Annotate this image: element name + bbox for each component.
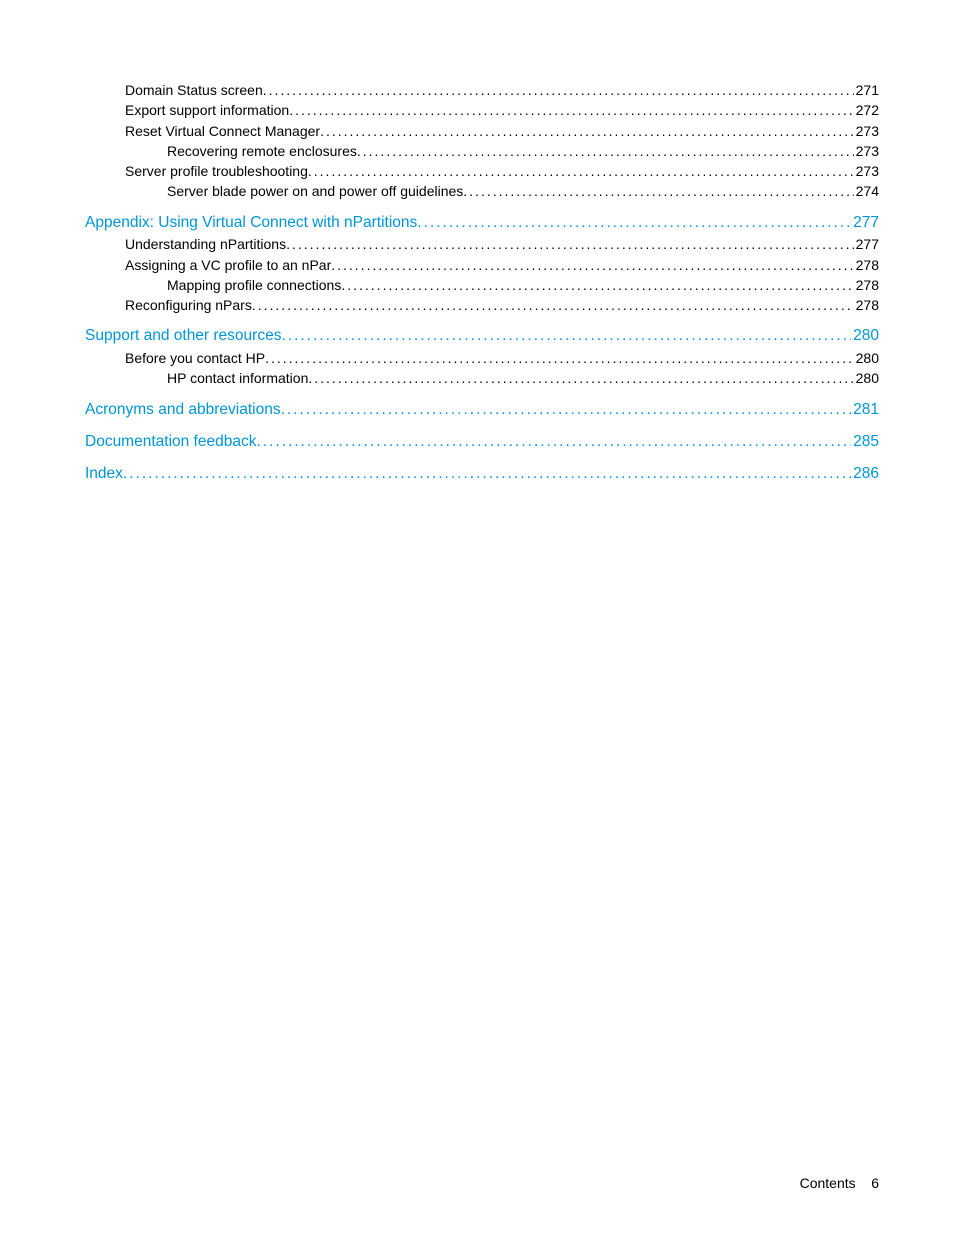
toc-entry: Domain Status screen 271	[125, 80, 879, 100]
toc-leader-dots	[265, 348, 854, 368]
toc-leader-dots	[289, 100, 853, 120]
toc-entry: Recovering remote enclosures 273	[167, 141, 879, 161]
section-gap	[85, 453, 879, 463]
toc-entry-link[interactable]: Index 286	[85, 463, 879, 485]
toc-entry: Assigning a VC profile to an nPar 278	[125, 255, 879, 275]
section-gap	[85, 389, 879, 399]
toc-entry-title: Documentation feedback	[85, 431, 256, 453]
toc-entry-page: 271	[854, 80, 879, 100]
toc-entry-title: Support and other resources	[85, 325, 281, 347]
toc-entry: Before you contact HP 280	[125, 348, 879, 368]
toc-leader-dots	[256, 431, 851, 453]
toc-leader-dots	[463, 181, 853, 201]
toc-entry-link[interactable]: Documentation feedback 285	[85, 431, 879, 453]
toc-leader-dots	[308, 368, 853, 388]
toc-entry-title: Reconfiguring nPars	[125, 295, 252, 315]
toc-entry-title: Domain Status screen	[125, 80, 263, 100]
toc-entry-title: Index	[85, 463, 123, 485]
toc-leader-dots	[252, 295, 854, 315]
toc-leader-dots	[281, 325, 851, 347]
toc-entry-title: Acronyms and abbreviations	[85, 399, 281, 421]
toc-entry-page: 285	[851, 431, 879, 453]
toc-entry-title: Mapping profile connections	[167, 275, 341, 295]
toc-entry-page: 272	[854, 100, 879, 120]
section-gap	[85, 315, 879, 325]
toc-leader-dots	[263, 80, 854, 100]
toc-entry-page: 278	[854, 295, 879, 315]
toc-entry-page: 277	[854, 234, 879, 254]
toc-entry-title: Before you contact HP	[125, 348, 265, 368]
toc-entry-page: 274	[854, 181, 879, 201]
toc-entry: Reset Virtual Connect Manager 273	[125, 121, 879, 141]
toc-entry-page: 273	[854, 141, 879, 161]
toc-entry-page: 277	[851, 212, 879, 234]
toc-entry: Reconfiguring nPars 278	[125, 295, 879, 315]
toc-entry-title: Assigning a VC profile to an nPar	[125, 255, 331, 275]
toc-entry-title: Server profile troubleshooting	[125, 161, 308, 181]
section-gap	[85, 421, 879, 431]
toc-entry-page: 286	[851, 463, 879, 485]
toc-entry-title: Reset Virtual Connect Manager	[125, 121, 320, 141]
toc-leader-dots	[417, 212, 851, 234]
toc-entry-link[interactable]: Acronyms and abbreviations 281	[85, 399, 879, 421]
toc-entry-page: 278	[854, 275, 879, 295]
toc-entry-page: 280	[854, 368, 879, 388]
toc-entry-title: Appendix: Using Virtual Connect with nPa…	[85, 212, 417, 234]
toc-entry-link[interactable]: Appendix: Using Virtual Connect with nPa…	[85, 212, 879, 234]
toc-entry-title: HP contact information	[167, 368, 308, 388]
toc-entry-title: Server blade power on and power off guid…	[167, 181, 463, 201]
toc-leader-dots	[123, 463, 851, 485]
toc-entry-link[interactable]: Support and other resources 280	[85, 325, 879, 347]
toc-leader-dots	[357, 141, 854, 161]
toc-entry-page: 273	[854, 121, 879, 141]
toc-leader-dots	[286, 234, 854, 254]
toc-entry: Understanding nPartitions 277	[125, 234, 879, 254]
toc-entry-page: 280	[854, 348, 879, 368]
footer-label: Contents	[800, 1175, 856, 1191]
section-gap	[85, 202, 879, 212]
page: Domain Status screen 271Export support i…	[0, 0, 954, 1235]
toc-entry: Export support information 272	[125, 100, 879, 120]
table-of-contents: Domain Status screen 271Export support i…	[85, 80, 879, 486]
toc-leader-dots	[320, 121, 854, 141]
toc-entry: Server blade power on and power off guid…	[167, 181, 879, 201]
toc-entry: Mapping profile connections 278	[167, 275, 879, 295]
toc-leader-dots	[331, 255, 853, 275]
toc-leader-dots	[341, 275, 853, 295]
toc-entry-page: 278	[854, 255, 879, 275]
toc-entry-title: Recovering remote enclosures	[167, 141, 357, 161]
toc-entry-title: Export support information	[125, 100, 289, 120]
toc-entry: HP contact information 280	[167, 368, 879, 388]
toc-leader-dots	[308, 161, 854, 181]
footer-page-number: 6	[871, 1175, 879, 1191]
toc-entry-page: 273	[854, 161, 879, 181]
toc-entry-page: 281	[851, 399, 879, 421]
toc-leader-dots	[281, 399, 852, 421]
toc-entry: Server profile troubleshooting 273	[125, 161, 879, 181]
page-footer: Contents 6	[800, 1175, 879, 1191]
toc-entry-title: Understanding nPartitions	[125, 234, 286, 254]
toc-entry-page: 280	[851, 325, 879, 347]
